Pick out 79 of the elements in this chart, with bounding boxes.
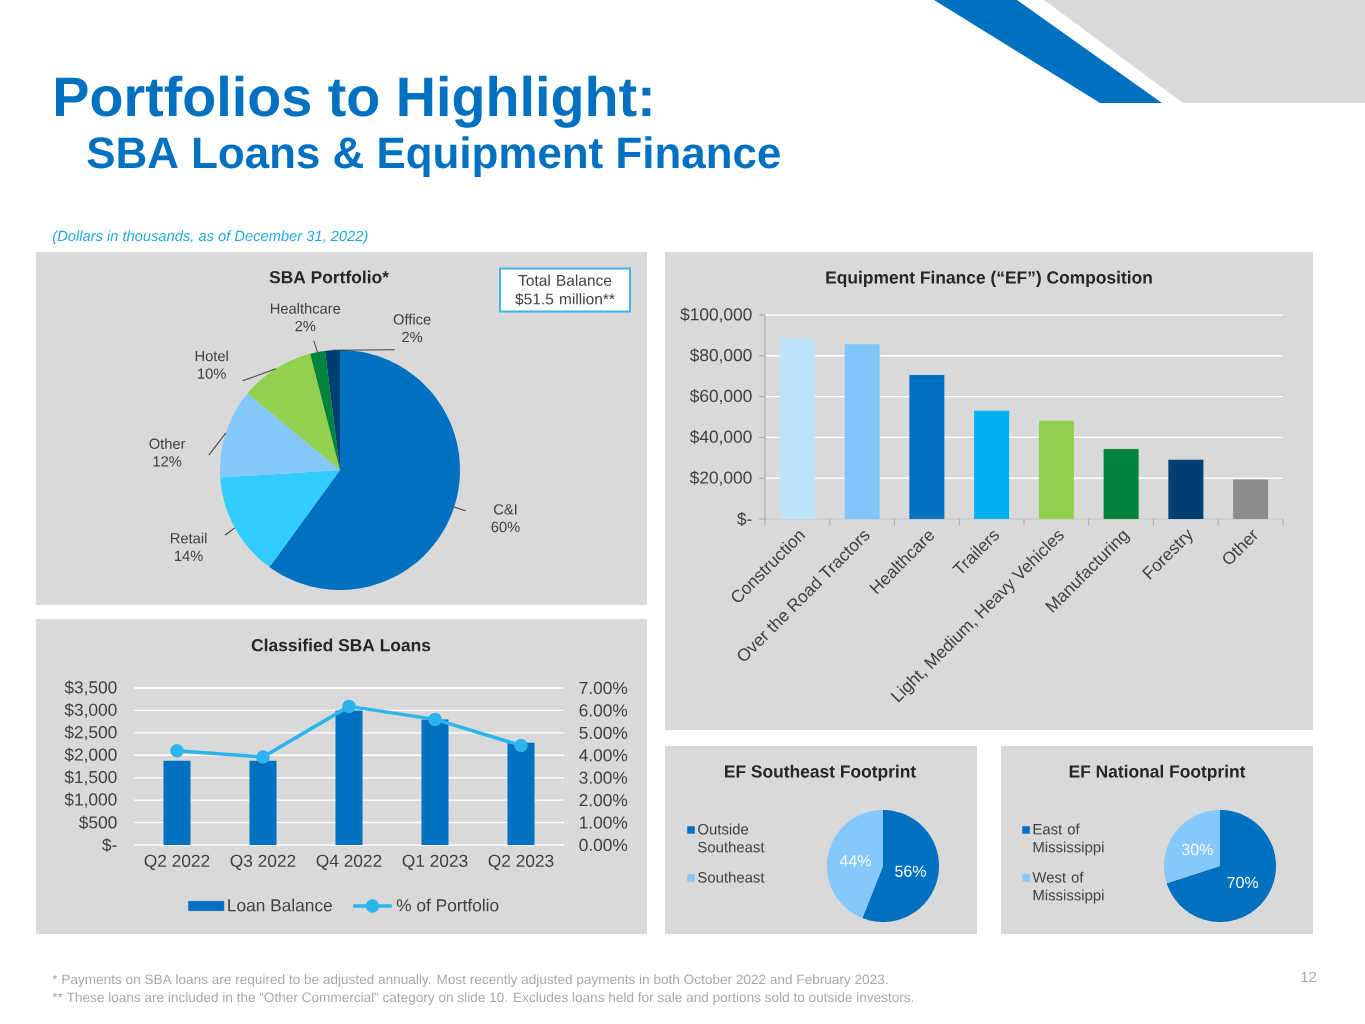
bar bbox=[1103, 449, 1139, 519]
text: (Dollars in thousands, as of December 31, 2022) bbox=[52, 230, 368, 245]
legend-label: Outside Southeast bbox=[698, 823, 765, 853]
bar bbox=[779, 337, 815, 519]
data-label: 10% bbox=[198, 368, 226, 379]
data-label: 2% bbox=[402, 331, 423, 343]
y2-tick-label: 4.00% bbox=[579, 749, 628, 762]
y-tick-label: $3,500 bbox=[64, 680, 117, 696]
data-label: 60% bbox=[491, 521, 520, 533]
point bbox=[514, 738, 528, 753]
data-label: 70% bbox=[1227, 876, 1259, 889]
text: Portfolios to Highlight: bbox=[56, 75, 651, 128]
legend-label: Southeast bbox=[698, 871, 765, 883]
text: Total Balance $51.5 million** bbox=[515, 274, 615, 306]
text: SBA Loans & Equipment Finance bbox=[87, 136, 780, 178]
y-tick-label: $- bbox=[737, 511, 752, 526]
slice-label: Healthcare bbox=[270, 302, 341, 314]
bar bbox=[335, 710, 363, 845]
y-tick-label: $1,500 bbox=[64, 770, 117, 786]
legend-label: West of Mississippi bbox=[1032, 871, 1104, 904]
data-label: 12% bbox=[153, 456, 182, 467]
y-tick-label: $1,000 bbox=[64, 792, 117, 808]
slice-label: Office bbox=[393, 313, 431, 325]
x-tick-label: Q4 2022 bbox=[316, 854, 382, 871]
data-label: 2% bbox=[295, 320, 316, 332]
x-tick-label: Q1 2023 bbox=[402, 854, 468, 871]
chart-title: Equipment Finance (“EF”) Composition bbox=[826, 270, 1152, 288]
y2-tick-label: 7.00% bbox=[579, 681, 628, 695]
chart-title: SBA Portfolio* bbox=[269, 270, 389, 284]
y-tick-label: $20,000 bbox=[689, 470, 752, 486]
bar bbox=[507, 742, 535, 845]
bar bbox=[163, 760, 191, 845]
bar bbox=[1168, 459, 1204, 519]
y-tick-label: $- bbox=[102, 837, 117, 852]
data-label: 14% bbox=[175, 550, 203, 562]
y2-tick-label: 2.00% bbox=[579, 794, 628, 807]
point bbox=[428, 712, 442, 727]
y-tick-label: $2,000 bbox=[64, 747, 117, 763]
bar bbox=[1233, 479, 1269, 519]
x-tick-label: Q3 2022 bbox=[230, 854, 296, 871]
y-tick-label: $100,000 bbox=[680, 307, 752, 323]
y2-tick-label: 6.00% bbox=[579, 704, 628, 717]
text: * Payments on SBA loans are required to be adjusted annually. Most recently adjusted payments in both October 2022 and February 2023. bbox=[52, 974, 888, 987]
slice-label: Hotel bbox=[195, 350, 228, 362]
data-label: 30% bbox=[1181, 843, 1213, 856]
y2-tick-label: 5.00% bbox=[579, 726, 628, 739]
data-label: 56% bbox=[895, 865, 926, 877]
chart-title: EF Southeast Footprint bbox=[725, 764, 916, 782]
point bbox=[342, 699, 356, 714]
y-tick-label: $3,000 bbox=[64, 702, 117, 718]
y-tick-label: $500 bbox=[78, 815, 117, 830]
bar bbox=[844, 344, 880, 519]
text: 12 bbox=[1301, 971, 1317, 982]
bar bbox=[421, 719, 449, 845]
legend-label: Loan Balance bbox=[228, 898, 332, 912]
y-tick-label: $60,000 bbox=[689, 389, 752, 405]
data-label: 44% bbox=[839, 855, 871, 867]
bar bbox=[1038, 420, 1074, 519]
y2-tick-label: 0.00% bbox=[579, 838, 628, 852]
point bbox=[170, 744, 184, 758]
legend-label: % of Portfolio bbox=[396, 898, 499, 912]
legend-label: East of Mississippi bbox=[1033, 823, 1104, 856]
text: ** These loans are included in the “Other Commercial” category on slide 10. Excludes loans held for sale and portions sold to outside investors. bbox=[52, 992, 914, 1005]
slice-label: C&I bbox=[493, 504, 517, 515]
bar bbox=[249, 760, 277, 845]
slice-label: Other bbox=[149, 438, 186, 449]
bar bbox=[909, 374, 945, 519]
y-tick-label: $2,500 bbox=[64, 725, 117, 741]
chart-title: EF National Footprint bbox=[1069, 764, 1246, 782]
y2-tick-label: 3.00% bbox=[579, 771, 628, 784]
y-tick-label: $80,000 bbox=[689, 348, 752, 364]
x-tick-label: Q2 2022 bbox=[144, 854, 210, 871]
y2-tick-label: 1.00% bbox=[580, 816, 628, 829]
chart-title: Classified SBA Loans bbox=[251, 638, 431, 652]
point bbox=[256, 750, 270, 764]
y-tick-label: $40,000 bbox=[689, 429, 752, 445]
x-tick-label: Q2 2023 bbox=[488, 854, 554, 871]
bar bbox=[974, 410, 1010, 519]
slice-label: Retail bbox=[171, 532, 207, 544]
